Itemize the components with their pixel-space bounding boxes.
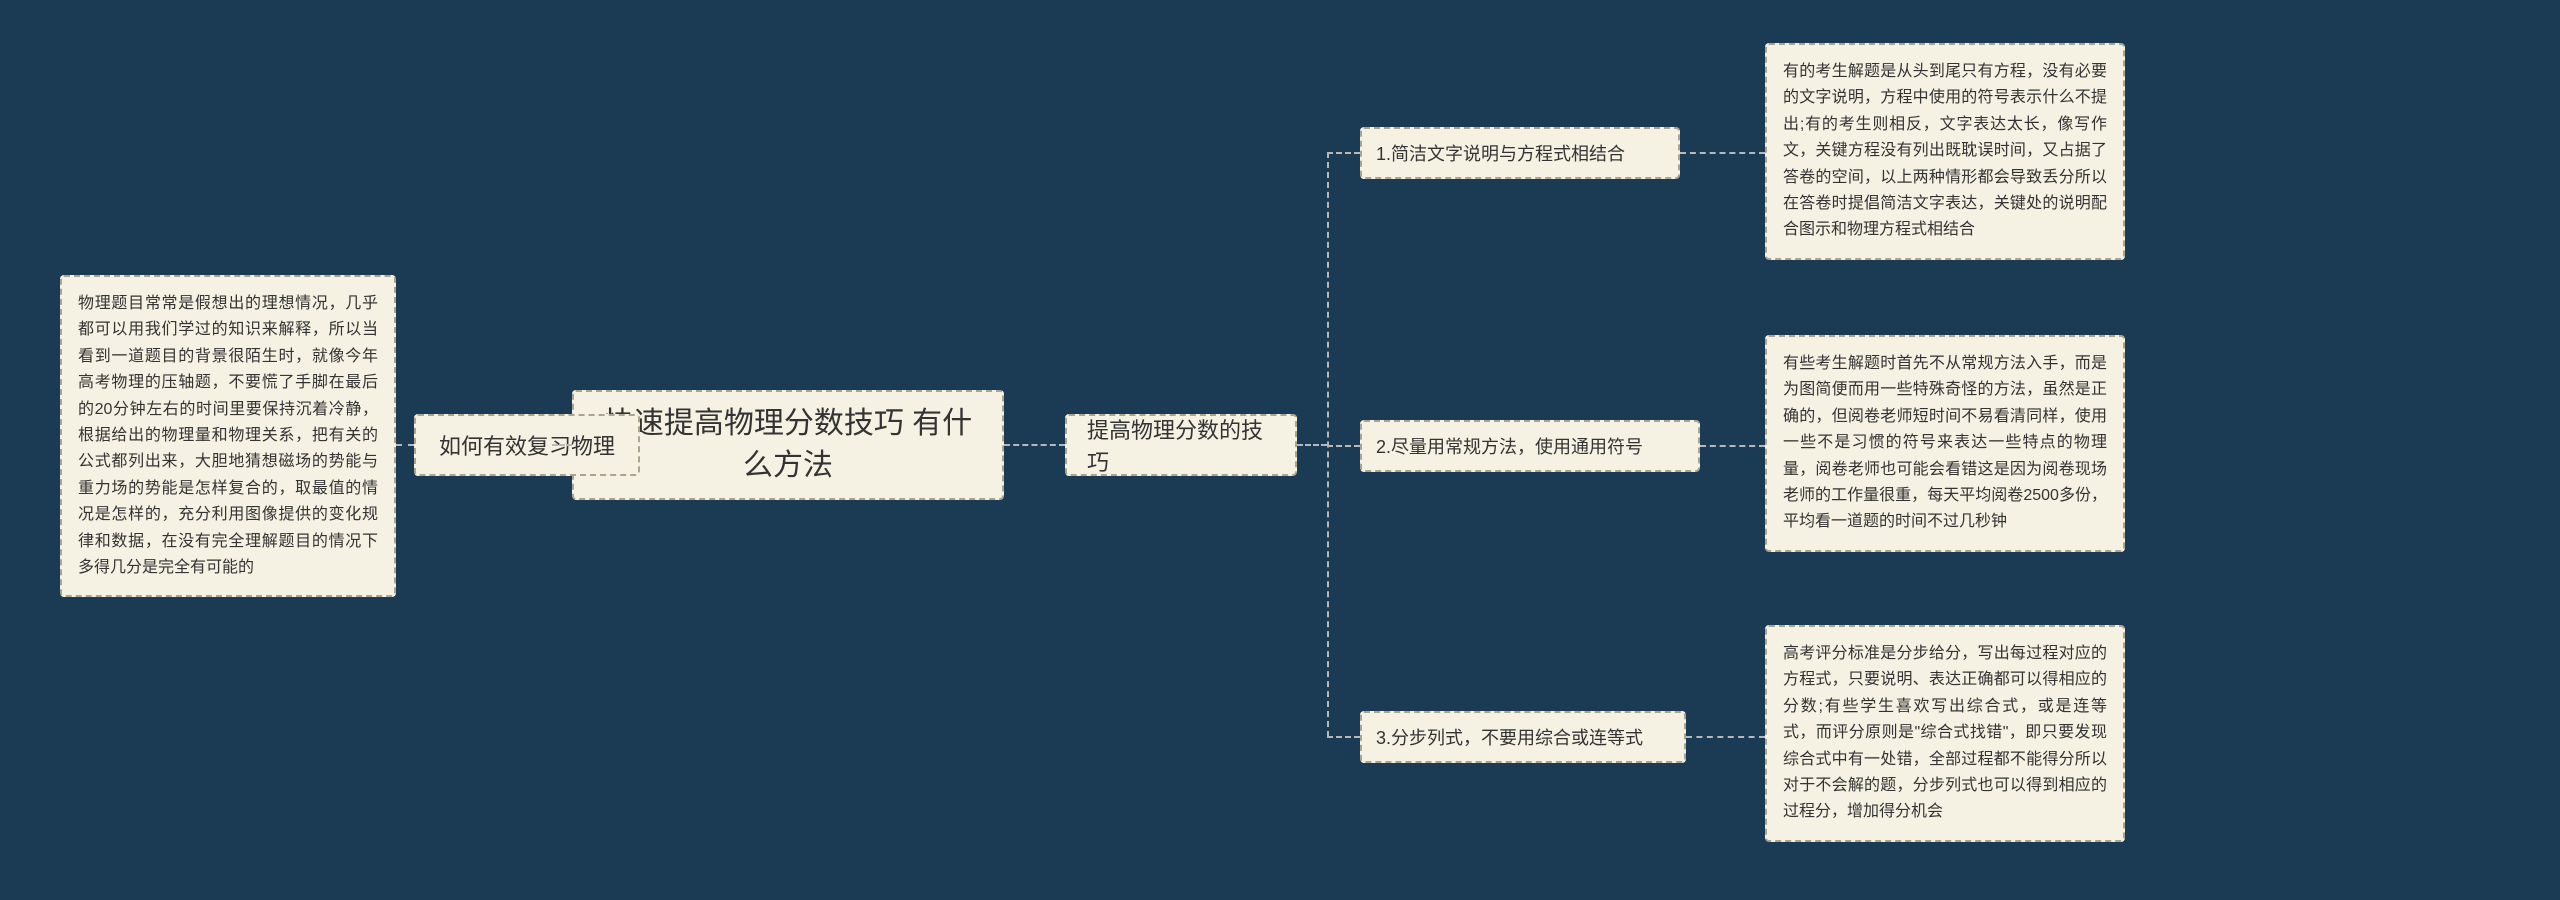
connector: [1327, 736, 1360, 738]
connector: [1004, 444, 1065, 446]
left-level1-node: 如何有效复习物理: [414, 414, 640, 476]
center-text: 快速提高物理分数技巧 有什么方法: [598, 403, 978, 487]
right-leaf-node-3: 高考评分标准是分步给分，写出每过程对应的方程式，只要说明、表达正确都可以得相应的…: [1765, 625, 2125, 842]
right-level2-node-3: 3.分步列式，不要用综合或连等式: [1360, 711, 1686, 763]
connector: [1297, 444, 1327, 446]
right-level1-label: 提高物理分数的技巧: [1087, 413, 1275, 477]
right-level1-node: 提高物理分数的技巧: [1065, 414, 1297, 476]
left-leaf-node: 物理题目常常是假想出的理想情况，几乎都可以用我们学过的知识来解释，所以当看到一道…: [60, 275, 396, 597]
connector: [552, 444, 572, 446]
connector: [1327, 152, 1360, 154]
connector: [1680, 152, 1765, 154]
right-leaf-node-2: 有些考生解题时首先不从常规方法入手，而是为图简便而用一些特殊奇怪的方法，虽然是正…: [1765, 335, 2125, 552]
right-level2-node-1: 1.简洁文字说明与方程式相结合: [1360, 127, 1680, 179]
right-leaf-text-3: 高考评分标准是分步给分，写出每过程对应的方程式，只要说明、表达正确都可以得相应的…: [1783, 645, 2107, 820]
left-leaf-text: 物理题目常常是假想出的理想情况，几乎都可以用我们学过的知识来解释，所以当看到一道…: [78, 295, 378, 576]
right-level2-label-1: 1.简洁文字说明与方程式相结合: [1376, 140, 1625, 166]
right-leaf-node-1: 有的考生解题是从头到尾只有方程，没有必要的文字说明，方程中使用的符号表示什么不提…: [1765, 43, 2125, 260]
connector: [1327, 445, 1360, 447]
right-level2-node-2: 2.尽量用常规方法，使用通用符号: [1360, 420, 1700, 472]
right-level2-label-3: 3.分步列式，不要用综合或连等式: [1376, 724, 1643, 750]
left-level1-label: 如何有效复习物理: [439, 429, 615, 461]
connector: [396, 444, 414, 446]
right-level2-label-2: 2.尽量用常规方法，使用通用符号: [1376, 433, 1643, 459]
connector: [1700, 445, 1765, 447]
connector: [1686, 736, 1765, 738]
right-leaf-text-2: 有些考生解题时首先不从常规方法入手，而是为图简便而用一些特殊奇怪的方法，虽然是正…: [1783, 355, 2107, 530]
right-leaf-text-1: 有的考生解题是从头到尾只有方程，没有必要的文字说明，方程中使用的符号表示什么不提…: [1783, 63, 2107, 238]
